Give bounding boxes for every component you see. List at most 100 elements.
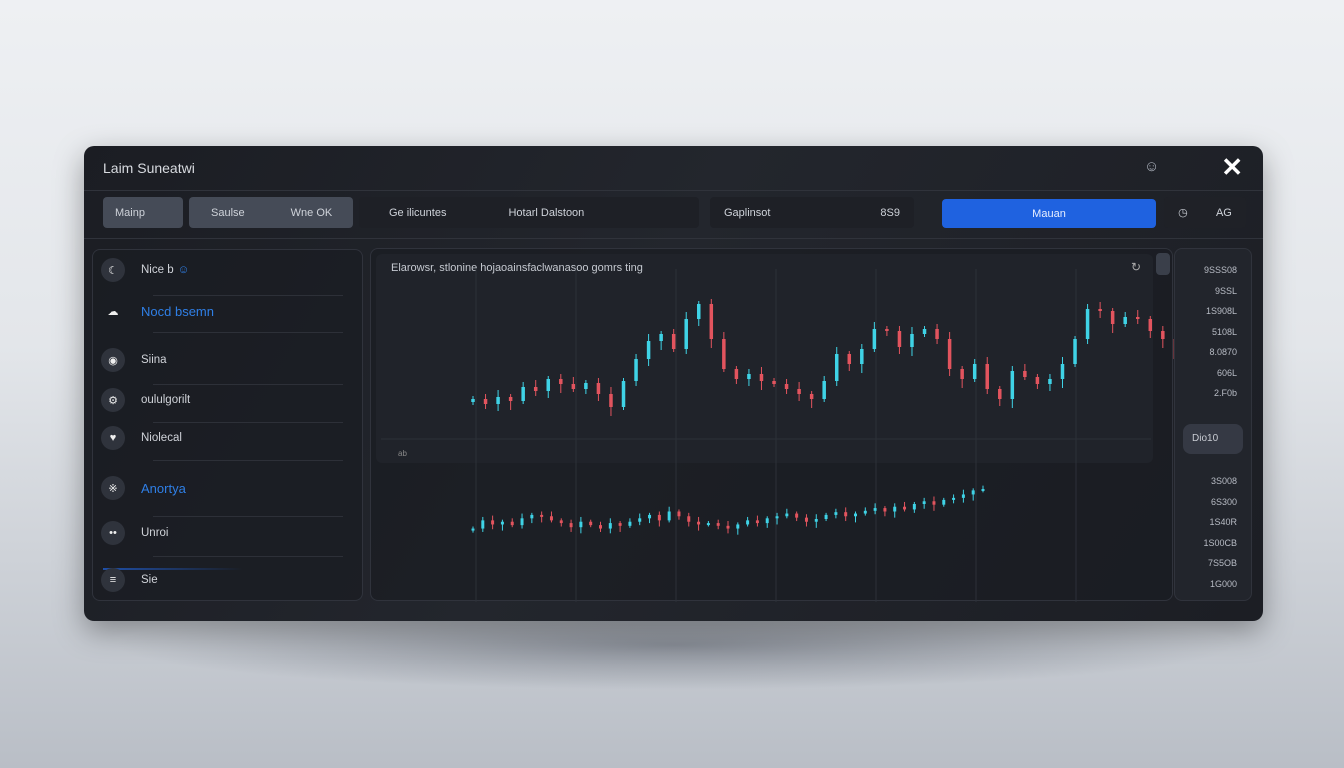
candle-body	[961, 494, 965, 498]
candle-body	[765, 518, 769, 524]
candle-body	[584, 383, 588, 389]
candle-body	[759, 374, 764, 381]
price-level: 6S300	[1210, 496, 1237, 507]
sidebar-label: Sie	[141, 574, 158, 586]
candle-body	[579, 521, 583, 528]
price-level: 9SSS08	[1203, 265, 1237, 275]
main-chart-area	[376, 254, 1153, 463]
segment-label-b: Wne OK	[290, 206, 333, 219]
candle-body	[657, 514, 661, 521]
sidebar-item-1[interactable]: ☁ Nocd bsemn	[101, 299, 341, 323]
candle-body	[596, 383, 601, 394]
candle-body	[687, 516, 691, 522]
candle-body	[677, 511, 681, 517]
candle-body	[571, 384, 576, 389]
filter-bar[interactable]: Ge ilicuntes Hotarl Dalstoon	[359, 197, 699, 228]
chart-title: Elarowsr, stlonine hojaoainsfaclwanasoo …	[391, 262, 643, 274]
window-title: Laim Suneatwi	[103, 160, 195, 176]
candle-body	[481, 520, 485, 529]
filter-label-2: Hotarl Dalstoon	[508, 206, 585, 219]
candle-body	[747, 374, 751, 379]
price-toggle-button[interactable]: Dio10	[1183, 424, 1243, 454]
candle-body	[1010, 371, 1015, 399]
moon-icon: ☾	[101, 258, 125, 282]
close-icon[interactable]: ✕	[1221, 152, 1243, 182]
candle-body	[985, 364, 989, 389]
mainp-label: Mainp	[115, 206, 145, 219]
sidebar-item-4[interactable]: ♥ Niolecal	[101, 426, 341, 450]
price-level: 1G000	[1209, 578, 1237, 589]
candle-body	[952, 497, 956, 500]
sidebar-item-2[interactable]: ◉ Siina	[101, 348, 341, 372]
candle-body	[496, 397, 500, 404]
sidebar-label: oululgorilt	[141, 394, 191, 406]
candle-body	[1023, 371, 1027, 377]
scrollbar-handle[interactable]	[1156, 253, 1170, 275]
tool-group: ◷ AG	[1164, 197, 1246, 228]
sidebar-item-5[interactable]: ※ Anortya	[101, 476, 341, 500]
candle-body	[471, 399, 475, 402]
candle-body	[814, 519, 818, 522]
value-field[interactable]: Gaplinsot 8S9	[710, 197, 914, 228]
candle-body	[1123, 317, 1127, 324]
chart-corner-label: ab	[398, 449, 407, 458]
chat-icon: ••	[101, 521, 125, 545]
candle-body	[854, 513, 857, 517]
clock-icon[interactable]: ◷	[1178, 207, 1188, 219]
candle-body	[621, 381, 626, 407]
user-face-icon[interactable]: ☺	[1144, 158, 1160, 175]
price-panel: 9SSS08 9SSL 1S908L 5108L 8.0870 606L 2.F0b Dio…	[1174, 248, 1252, 601]
sidebar-item-6[interactable]: •• Unroi	[101, 521, 341, 545]
chart-icon: ※	[101, 476, 125, 500]
candle-body	[569, 523, 573, 528]
candle-body	[772, 381, 776, 384]
candle-body	[873, 508, 877, 511]
candle-body	[910, 334, 914, 347]
candle-body	[659, 334, 663, 341]
candle-body	[508, 397, 513, 401]
badge-icon: ☺	[177, 264, 190, 276]
cloud-icon: ☁	[107, 305, 119, 318]
sidebar-item-7[interactable]: ≡ Sie	[101, 568, 341, 592]
price-level: 1S00CB	[1203, 537, 1237, 548]
chart-panel: Elarowsr, stlonine hojaoainsfaclwanasoo …	[370, 248, 1174, 602]
candle-body	[883, 508, 887, 512]
sidebar-label: Niolecal	[141, 432, 182, 444]
divider	[153, 422, 343, 423]
refresh-icon[interactable]: ↻	[1131, 260, 1142, 274]
sidebar-item-0[interactable]: ☾ Nice b ☺	[101, 258, 341, 282]
sidebar: ☾ Nice b ☺ ☁ Nocd bsemn ◉ Siina ⚙ oululgorilt…	[92, 249, 363, 601]
eye-icon: ◉	[101, 348, 125, 372]
candle-body	[646, 341, 651, 359]
candle-body	[844, 512, 848, 517]
primary-label: Mauan	[1032, 207, 1066, 220]
segment-button[interactable]: Saulse Wne OK	[189, 197, 353, 228]
sliders-icon: ≡	[101, 568, 125, 592]
candle-body	[784, 384, 789, 389]
candle-body	[599, 525, 602, 529]
candle-body	[912, 504, 916, 510]
candle-body	[530, 514, 534, 519]
mainp-button[interactable]: Mainp	[103, 197, 183, 228]
divider	[153, 460, 343, 461]
ag-button[interactable]: AG	[1215, 206, 1232, 219]
divider	[153, 295, 343, 296]
filter-label-1: Ge ilicuntes	[389, 206, 447, 219]
candle-body	[559, 379, 563, 384]
segment-label-a: Saulse	[211, 206, 245, 219]
candle-body	[648, 514, 652, 519]
candle-body	[546, 379, 551, 391]
candle-body	[533, 387, 538, 391]
candlestick-chart	[381, 269, 1174, 602]
candle-body	[1098, 309, 1102, 311]
candle-body	[893, 506, 897, 512]
candle-body	[922, 329, 927, 334]
candle-body	[618, 523, 622, 526]
candle-body	[734, 369, 739, 379]
candle-body	[667, 511, 671, 521]
field-label: Gaplinsot	[724, 206, 771, 219]
candle-body	[608, 523, 612, 529]
candle-body	[822, 381, 826, 399]
sidebar-item-3[interactable]: ⚙ oululgorilt	[101, 388, 341, 412]
primary-button[interactable]: Mauan	[942, 199, 1156, 228]
